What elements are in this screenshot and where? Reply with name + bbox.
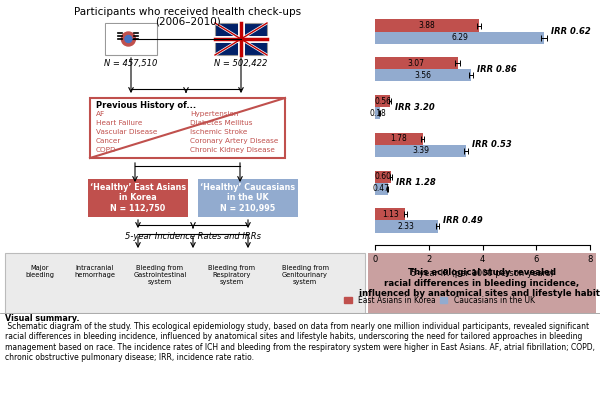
Circle shape xyxy=(121,32,136,46)
Bar xyxy=(375,183,388,195)
Text: N = 502,422: N = 502,422 xyxy=(214,59,268,68)
Text: Bleeding from
Genitourinary
system: Bleeding from Genitourinary system xyxy=(281,265,329,285)
Bar xyxy=(368,253,596,313)
Text: Vascular Disease: Vascular Disease xyxy=(96,129,157,135)
Bar xyxy=(375,19,479,31)
Text: This ecological study revealed
racial differences in bleeding incidence,
influen: This ecological study revealed racial di… xyxy=(359,268,600,298)
Text: 0.60: 0.60 xyxy=(374,172,392,181)
Bar xyxy=(5,253,365,313)
Text: Major
bleeding: Major bleeding xyxy=(25,265,55,278)
Bar xyxy=(198,179,298,217)
Text: 1.13: 1.13 xyxy=(382,210,398,219)
Bar xyxy=(375,69,470,81)
Text: Cancer: Cancer xyxy=(96,138,121,144)
Text: Hypertension: Hypertension xyxy=(190,111,238,117)
Text: Ischemic Stroke: Ischemic Stroke xyxy=(190,129,247,135)
Text: (2006–2010): (2006–2010) xyxy=(155,16,221,26)
Text: Intracranial
hemorrhage: Intracranial hemorrhage xyxy=(74,265,115,278)
Bar xyxy=(375,95,390,107)
Text: IRR 3.20: IRR 3.20 xyxy=(395,102,435,112)
Bar xyxy=(90,98,285,158)
Text: IRR 0.53: IRR 0.53 xyxy=(472,140,512,150)
Circle shape xyxy=(125,36,132,43)
Bar xyxy=(375,31,544,44)
Bar xyxy=(375,171,391,183)
Text: Previous History of...: Previous History of... xyxy=(96,101,196,110)
Text: Visual summary.: Visual summary. xyxy=(5,314,79,323)
Text: N = 457,510: N = 457,510 xyxy=(104,59,158,68)
Text: Heart Failure: Heart Failure xyxy=(96,120,142,126)
Text: Bleeding from
Respiratory
system: Bleeding from Respiratory system xyxy=(209,265,256,285)
Text: 3.56: 3.56 xyxy=(415,71,431,80)
Text: IRR 0.86: IRR 0.86 xyxy=(477,65,517,74)
Text: 0.18: 0.18 xyxy=(369,109,386,118)
Bar xyxy=(215,23,267,55)
Text: 6.29: 6.29 xyxy=(451,33,468,42)
Bar xyxy=(375,208,406,221)
Text: Chronic Kidney Disease: Chronic Kidney Disease xyxy=(190,147,275,153)
Bar xyxy=(105,23,157,55)
Text: IRR 0.62: IRR 0.62 xyxy=(551,27,590,36)
Bar xyxy=(375,57,458,69)
Text: Coronary Artery Disease: Coronary Artery Disease xyxy=(190,138,278,144)
Text: 5-year Incidence Rates and IRRs: 5-year Incidence Rates and IRRs xyxy=(125,232,261,241)
Text: 3.88: 3.88 xyxy=(419,21,436,30)
Text: COPD: COPD xyxy=(96,147,116,153)
Text: Participants who received health check-ups: Participants who received health check-u… xyxy=(74,7,302,17)
Text: 2.33: 2.33 xyxy=(398,222,415,231)
Text: ‘Healthy’ Caucasians
in the UK
N = 210,995: ‘Healthy’ Caucasians in the UK N = 210,9… xyxy=(200,183,296,213)
Text: IRR 0.49: IRR 0.49 xyxy=(443,216,483,225)
Bar xyxy=(375,107,380,119)
Bar xyxy=(375,221,437,233)
Bar xyxy=(0,313,600,413)
Legend: East Asians in Korea, Caucasians in the UK: East Asians in Korea, Caucasians in the … xyxy=(341,293,538,308)
Text: AF: AF xyxy=(96,111,105,117)
Text: 3.39: 3.39 xyxy=(412,147,429,155)
Text: 1.78: 1.78 xyxy=(391,134,407,143)
Bar xyxy=(88,179,188,217)
Text: Schematic diagram of the study. This ecological epidemiology study, based on dat: Schematic diagram of the study. This eco… xyxy=(5,322,595,362)
Text: ‘Healthy’ East Asians
in Korea
N = 112,750: ‘Healthy’ East Asians in Korea N = 112,7… xyxy=(90,183,186,213)
Bar xyxy=(375,145,466,157)
Text: IRR 1.28: IRR 1.28 xyxy=(396,178,436,187)
Text: 0.56: 0.56 xyxy=(374,97,391,106)
FancyBboxPatch shape xyxy=(106,24,156,54)
Text: 0.47: 0.47 xyxy=(373,184,390,193)
Text: Bleeding from
Gastrointestinal
system: Bleeding from Gastrointestinal system xyxy=(133,265,187,285)
X-axis label: 5-year IR (per 1000 person-years): 5-year IR (per 1000 person-years) xyxy=(411,269,554,278)
Bar xyxy=(375,133,423,145)
Text: 3.07: 3.07 xyxy=(408,59,425,68)
Text: Diabetes Mellitus: Diabetes Mellitus xyxy=(190,120,253,126)
